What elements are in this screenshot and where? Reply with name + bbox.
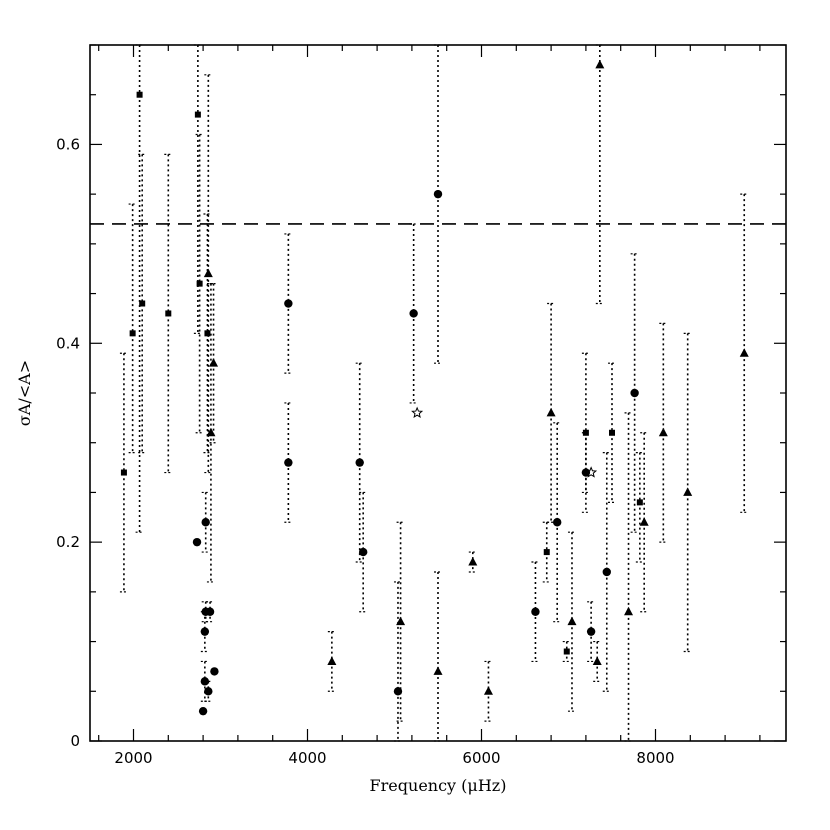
error-bars-layer: [119, 44, 749, 742]
data-point-triangle: [595, 59, 605, 69]
data-point-square: [139, 300, 146, 307]
data-point-circle: [200, 627, 210, 636]
data-point-circle: [393, 687, 403, 696]
x-tick-label: 2000: [114, 749, 152, 767]
data-point-circle: [210, 667, 219, 676]
data-point-triangle: [639, 517, 649, 526]
data-point-star: [411, 406, 424, 418]
data-point-circle: [586, 627, 596, 636]
data-point-triangle: [203, 268, 213, 278]
data-point-circle: [409, 309, 418, 318]
data-point-circle: [200, 677, 210, 686]
y-tick-label: 0.6: [56, 135, 80, 153]
data-point-circle: [531, 607, 540, 616]
data-point-square: [636, 499, 643, 506]
data-point-square: [165, 310, 172, 317]
data-point-triangle: [468, 557, 478, 566]
data-point-triangle: [739, 348, 749, 357]
data-point-square: [196, 280, 203, 287]
data-point-triangle: [206, 427, 216, 437]
data-point-square: [543, 549, 550, 556]
y-tick-label: 0: [70, 732, 80, 750]
data-point-triangle: [209, 358, 219, 367]
data-point-triangle: [396, 616, 406, 626]
x-tick-label: 8000: [636, 749, 674, 767]
data-point-square: [609, 429, 615, 436]
data-point-triangle: [658, 427, 668, 437]
y-tick-label: 0.2: [56, 533, 80, 551]
data-point-square: [563, 648, 570, 655]
data-point-circle: [358, 547, 368, 557]
data-point-triangle: [592, 656, 602, 665]
y-tick-labels: 0 0.2 0.4 0.6: [56, 135, 80, 750]
data-point-circle: [192, 537, 202, 547]
data-point-circle: [284, 299, 293, 308]
data-point-circle: [204, 687, 213, 696]
points-layer: [120, 59, 749, 716]
data-point-triangle: [483, 686, 493, 695]
data-point-square: [129, 330, 136, 337]
data-point-triangle: [624, 606, 634, 616]
data-point-circle: [198, 706, 208, 716]
data-point-circle: [355, 458, 364, 467]
data-point-triangle: [546, 407, 556, 417]
data-point-circle: [205, 607, 215, 616]
data-point-triangle: [567, 616, 577, 626]
data-point-circle: [284, 458, 293, 467]
plot-frame: [89, 44, 787, 742]
data-point-square: [204, 330, 211, 337]
data-point-circle: [433, 189, 443, 199]
data-point-circle: [630, 388, 639, 398]
x-tick-label: 4000: [288, 749, 326, 767]
y-axis-label: σA/<A>: [15, 360, 34, 426]
data-point-circle: [201, 518, 210, 527]
data-point-square: [582, 429, 589, 436]
data-point-triangle: [433, 666, 443, 675]
ticks-layer: [90, 44, 786, 742]
data-point-circle: [602, 567, 611, 577]
data-point-square: [120, 469, 127, 476]
data-point-square: [194, 111, 201, 118]
data-point-triangle: [327, 656, 337, 665]
x-tick-labels: 2000 4000 6000 8000: [114, 749, 674, 767]
x-tick-label: 6000: [462, 749, 500, 767]
data-point-triangle: [683, 487, 693, 496]
x-axis-label: Frequency (μHz): [370, 776, 507, 795]
data-point-circle: [552, 518, 562, 527]
data-point-square: [136, 91, 143, 98]
data-point-star: [585, 466, 598, 478]
y-tick-label: 0.4: [56, 334, 80, 352]
